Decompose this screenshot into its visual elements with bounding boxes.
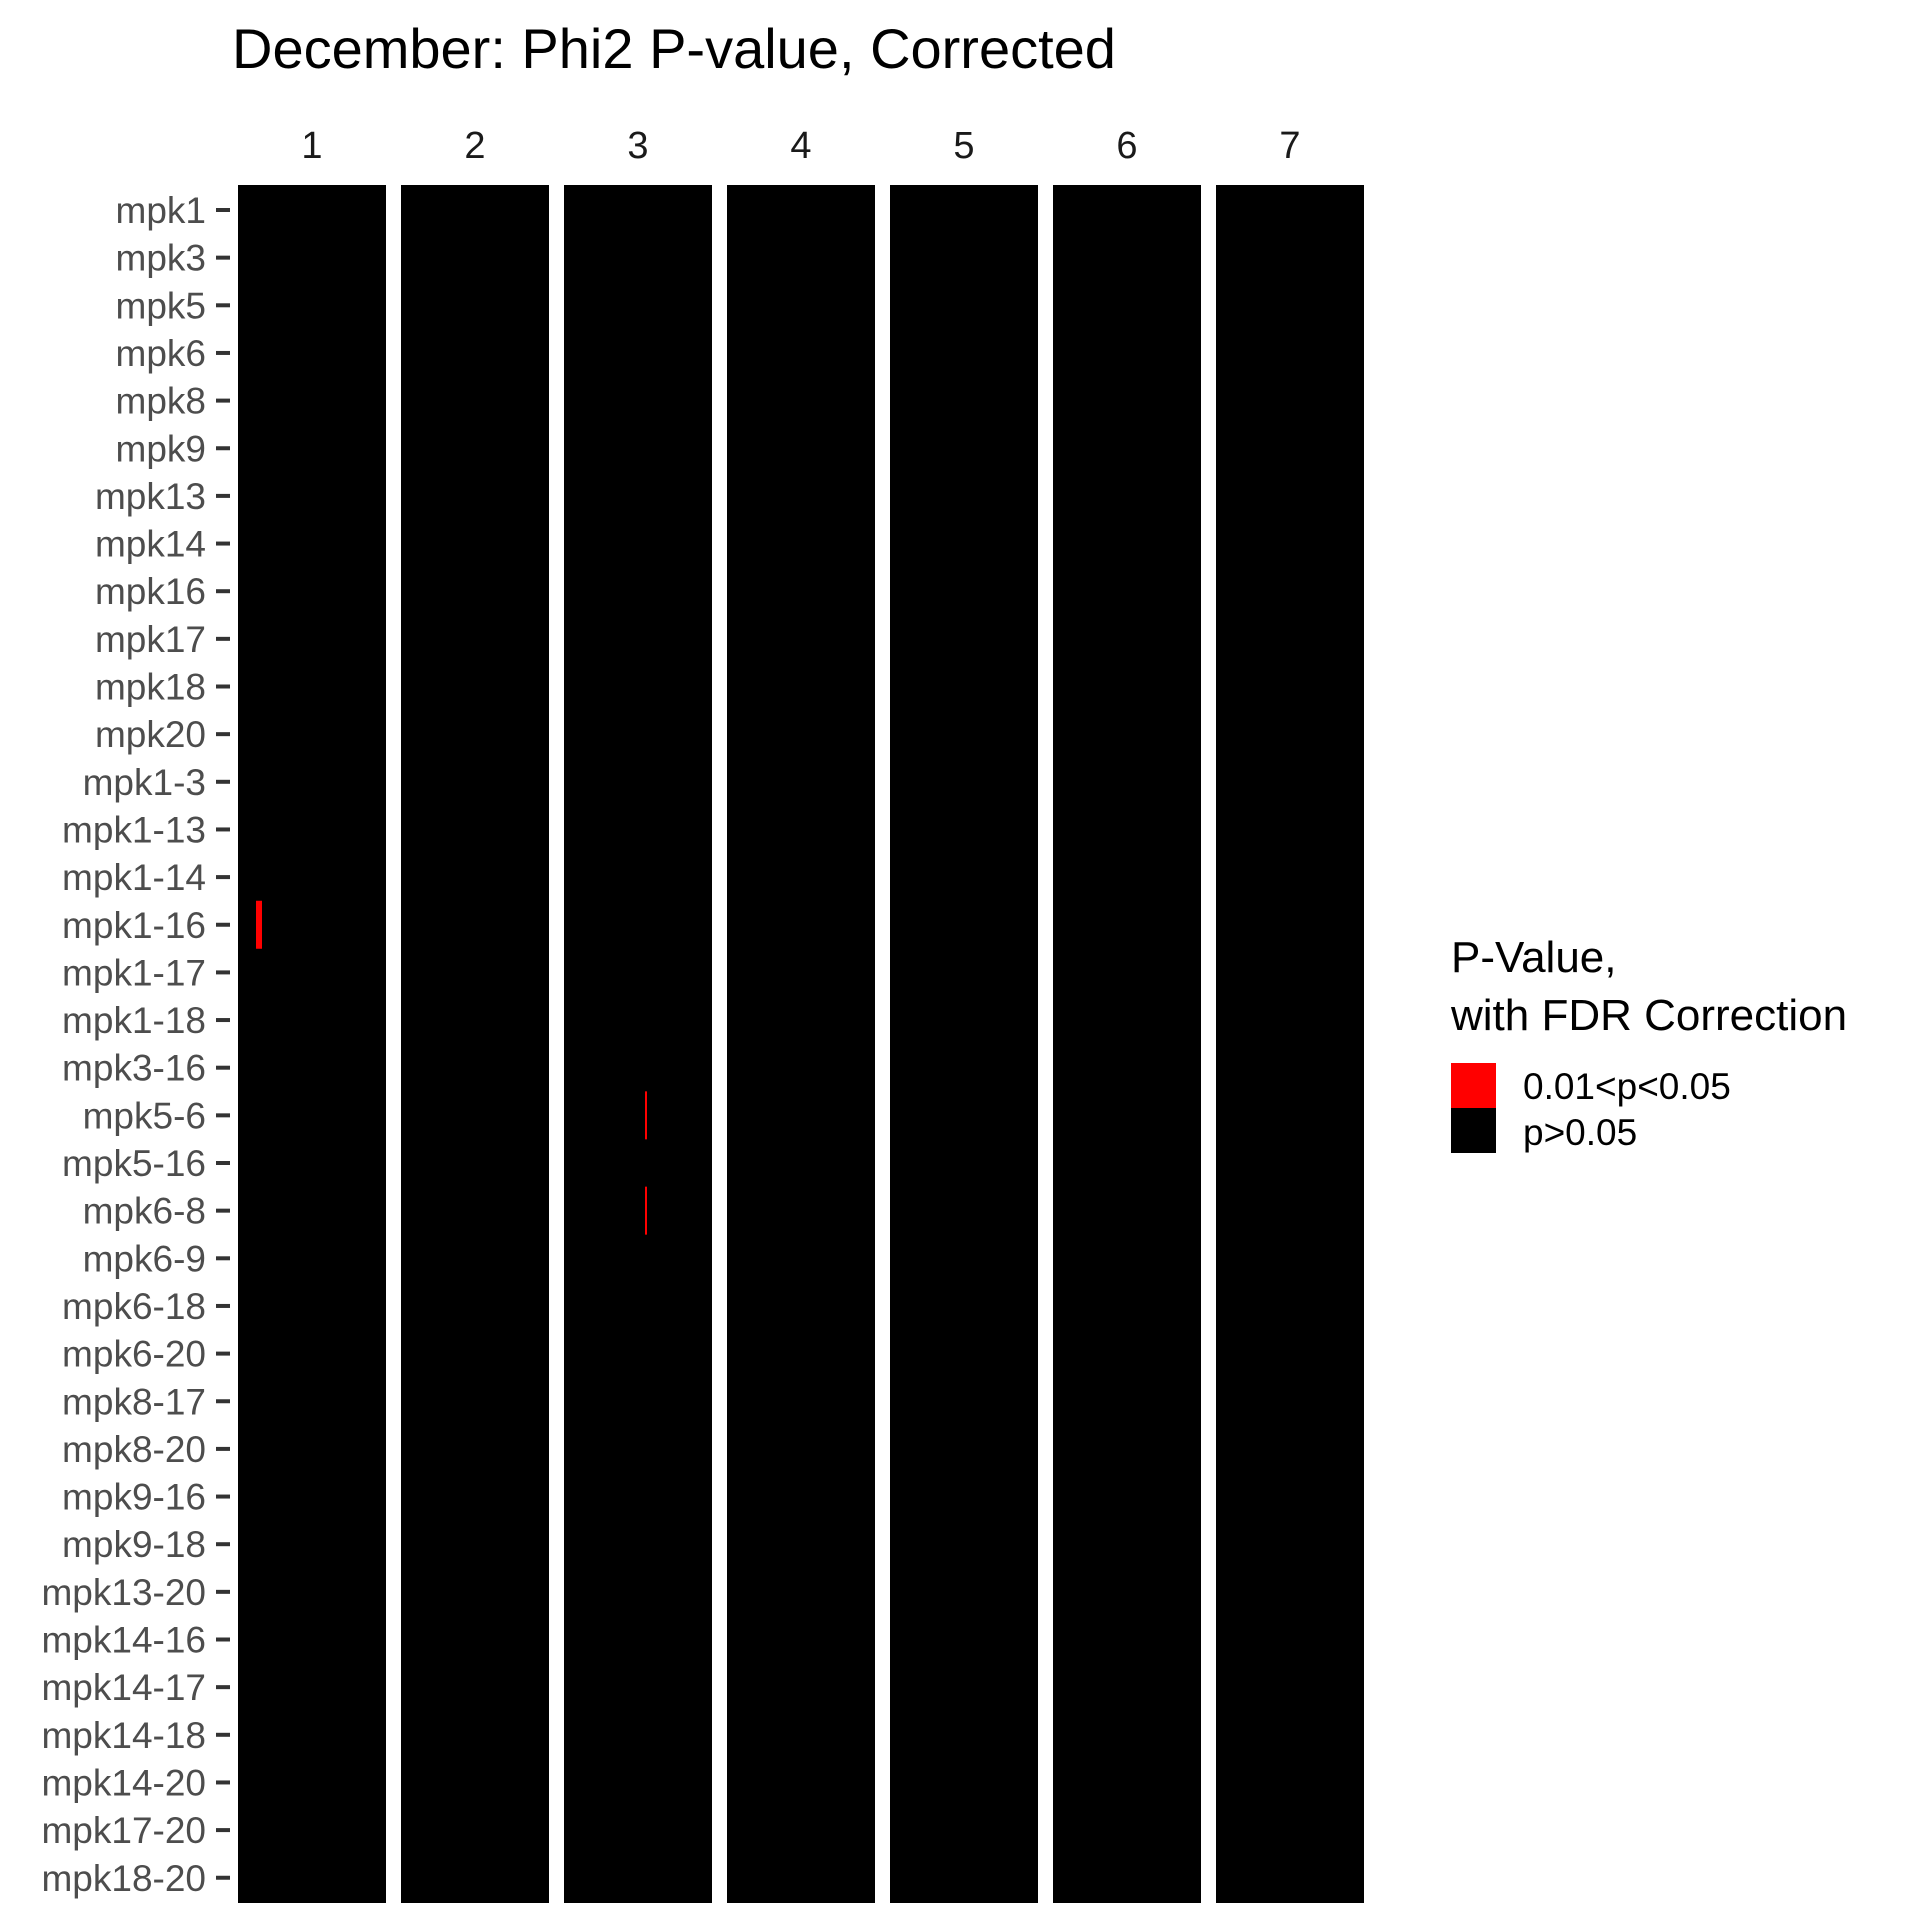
row-label-mpk9: mpk9 [116,428,206,469]
row-label-mpk1-17: mpk1-17 [62,952,206,993]
row-label-mpk1: mpk1 [116,190,206,231]
row-label-mpk5-16: mpk5-16 [62,1143,206,1184]
significant-cell-3-mpk6-8 [645,1186,647,1235]
facet-panel-7 [1216,185,1364,1903]
facet-panel-6 [1053,185,1201,1903]
facet-label-5: 5 [953,125,974,167]
legend-key-not-significant [1451,1108,1496,1153]
significant-cell-1-mpk1-16 [256,900,262,949]
facet-label-7: 7 [1279,125,1300,167]
row-label-mpk3: mpk3 [116,238,206,279]
row-label-mpk6-18: mpk6-18 [62,1286,206,1327]
row-label-mpk6: mpk6 [116,333,206,374]
facet-label-1: 1 [301,125,322,167]
facet-panel-2 [401,185,549,1903]
row-label-mpk17: mpk17 [95,619,206,660]
row-label-mpk8: mpk8 [116,381,206,422]
row-label-mpk14-17: mpk14-17 [41,1667,206,1708]
row-label-mpk14: mpk14 [95,524,206,565]
legend-label-significant: 0.01<p<0.05 [1523,1066,1731,1107]
row-label-mpk6-8: mpk6-8 [83,1191,206,1232]
row-label-mpk18-20: mpk18-20 [41,1858,206,1899]
row-label-mpk20: mpk20 [95,714,206,755]
row-label-mpk1-13: mpk1-13 [62,809,206,850]
legend-key-significant [1451,1063,1496,1108]
facet-label-2: 2 [464,125,485,167]
row-label-mpk1-14: mpk1-14 [62,857,206,898]
legend-title-line-2: with FDR Correction [1450,991,1847,1040]
facet-panel-3 [564,185,712,1903]
row-label-mpk1-16: mpk1-16 [62,905,206,946]
facet-panel-4 [727,185,875,1903]
row-label-mpk5: mpk5 [116,285,206,326]
row-label-mpk6-20: mpk6-20 [62,1334,206,1375]
row-label-mpk18: mpk18 [95,667,206,708]
row-label-mpk1-18: mpk1-18 [62,1000,206,1041]
chart-title: December: Phi2 P-value, Corrected [232,17,1116,80]
facet-label-4: 4 [790,125,811,167]
row-label-mpk9-16: mpk9-16 [62,1477,206,1518]
legend: P-Value, with FDR Correction 0.01<p<0.05… [1450,933,1847,1153]
row-label-mpk13: mpk13 [95,476,206,517]
row-label-mpk9-18: mpk9-18 [62,1524,206,1565]
row-label-mpk14-18: mpk14-18 [41,1715,206,1756]
row-label-mpk5-6: mpk5-6 [83,1095,206,1136]
row-axis: mpk1 mpk3 mpk5 mpk6 mpk8 mpk9 mpk13 mpk14 mpk16 m… [41,190,230,1899]
facet-panel-1 [238,185,386,1903]
row-label-mpk8-17: mpk8-17 [62,1381,206,1422]
row-label-mpk8-20: mpk8-20 [62,1429,206,1470]
facet-label-6: 6 [1116,125,1137,167]
row-label-mpk14-20: mpk14-20 [41,1762,206,1803]
row-label-mpk1-3: mpk1-3 [83,762,206,803]
row-label-mpk6-9: mpk6-9 [83,1238,206,1279]
row-label-mpk3-16: mpk3-16 [62,1048,206,1089]
facet-panel-5 [890,185,1038,1903]
row-label-mpk14-16: mpk14-16 [41,1620,206,1661]
row-label-mpk17-20: mpk17-20 [41,1810,206,1851]
legend-title-line-1: P-Value, [1451,933,1617,982]
legend-label-not-significant: p>0.05 [1523,1112,1637,1153]
row-label-mpk16: mpk16 [95,571,206,612]
row-label-mpk13-20: mpk13-20 [41,1572,206,1613]
facet-label-3: 3 [627,125,648,167]
significant-cell-3-mpk5-6 [645,1091,647,1140]
facet-panels: 1 2 3 4 5 6 7 [238,125,1364,1903]
